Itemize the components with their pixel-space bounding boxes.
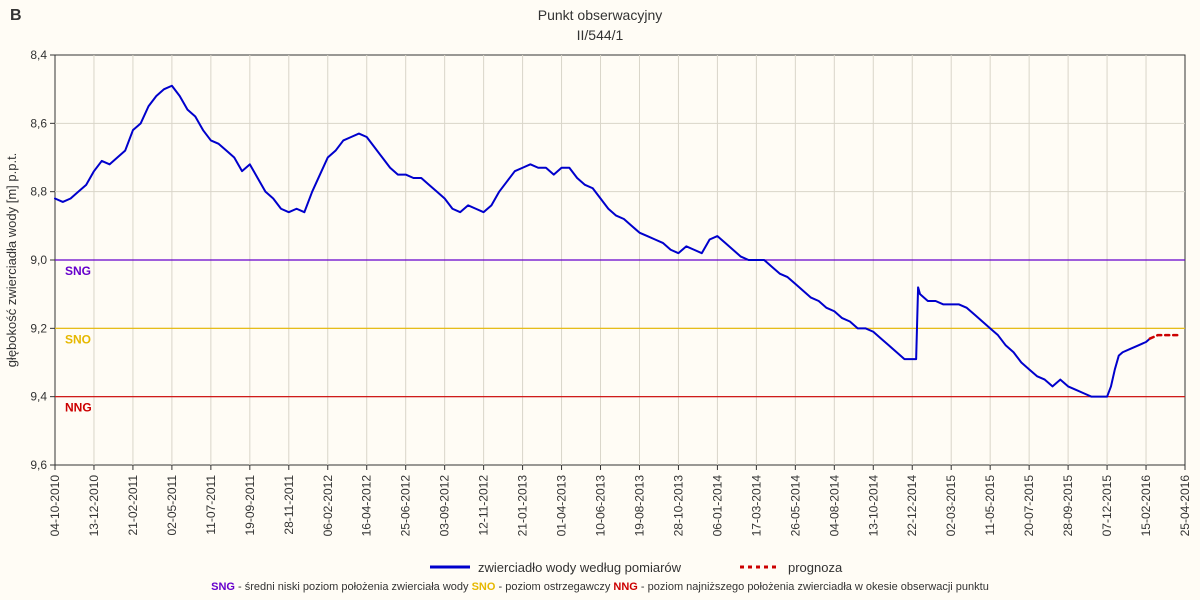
x-tick-label: 10-06-2013 xyxy=(594,475,608,537)
y-tick-label: 9,4 xyxy=(30,390,47,404)
x-tick-label: 07-12-2015 xyxy=(1100,475,1114,537)
chart-svg: B Punkt obserwacyjny II/544/1 8,4 8,6 8,8 9,0 9… xyxy=(0,0,1200,600)
y-tick-label: 8,6 xyxy=(30,116,47,130)
legend-label-measured: zwierciadło wody według pomiarów xyxy=(478,560,682,575)
y-tick-label: 8,4 xyxy=(30,48,47,62)
x-tick-label: 16-04-2012 xyxy=(360,475,374,537)
y-tick-label: 9,2 xyxy=(30,321,47,335)
x-tick-label: 04-10-2010 xyxy=(48,475,62,537)
x-tick-label: 22-12-2014 xyxy=(905,475,919,537)
x-tick-label: 17-03-2014 xyxy=(749,475,763,537)
x-tick-label: 25-04-2016 xyxy=(1178,475,1192,537)
x-tick-label: 19-08-2013 xyxy=(632,475,646,537)
x-tick-label: 11-05-2015 xyxy=(983,475,997,536)
reference-line-label: SNO xyxy=(65,332,91,346)
reference-line-label: SNG xyxy=(65,264,91,278)
y-axis-label: głębokość zwierciadła wody [m] p.p.t. xyxy=(4,153,19,368)
x-tick-label: 26-05-2014 xyxy=(788,475,802,537)
x-tick-label: 02-03-2015 xyxy=(944,475,958,537)
y-tick-label: 9,6 xyxy=(30,458,47,472)
x-tick-label: 28-09-2015 xyxy=(1061,475,1075,537)
x-tick-label: 25-06-2012 xyxy=(399,475,413,537)
x-tick-label: 19-09-2011 xyxy=(243,475,257,536)
chart-title-line1: Punkt obserwacyjny xyxy=(538,7,663,23)
y-tick-label: 9,0 xyxy=(30,253,47,267)
legend-label-forecast: prognoza xyxy=(788,560,843,575)
x-tick-label: 15-02-2016 xyxy=(1139,475,1153,537)
x-tick-label: 20-07-2015 xyxy=(1022,475,1036,537)
x-tick-label: 21-01-2013 xyxy=(516,475,530,537)
x-tick-label: 04-08-2014 xyxy=(827,475,841,537)
x-tick-label: 28-11-2011 xyxy=(282,475,296,535)
x-tick-label: 02-05-2011 xyxy=(165,475,179,536)
panel-label: B xyxy=(10,7,22,24)
reference-line-label: NNG xyxy=(65,401,92,415)
x-tick-label: 11-07-2011 xyxy=(204,475,218,535)
x-tick-label: 21-02-2011 xyxy=(126,475,140,536)
x-tick-label: 13-10-2014 xyxy=(866,475,880,537)
x-tick-label: 06-02-2012 xyxy=(321,475,335,537)
x-tick-label: 06-01-2014 xyxy=(710,475,724,537)
x-tick-label: 03-09-2012 xyxy=(438,475,452,537)
footnote: SNG - średni niski poziom położenia zwie… xyxy=(211,581,989,593)
x-tick-label: 28-10-2013 xyxy=(671,475,685,537)
chart-container: B Punkt obserwacyjny II/544/1 8,4 8,6 8,8 9,0 9… xyxy=(0,0,1200,600)
x-tick-label: 13-12-2010 xyxy=(87,475,101,537)
x-tick-label: 12-11-2012 xyxy=(477,475,491,536)
x-tick-label: 01-04-2013 xyxy=(555,475,569,537)
y-tick-label: 8,8 xyxy=(30,185,47,199)
chart-title-line2: II/544/1 xyxy=(577,27,624,43)
